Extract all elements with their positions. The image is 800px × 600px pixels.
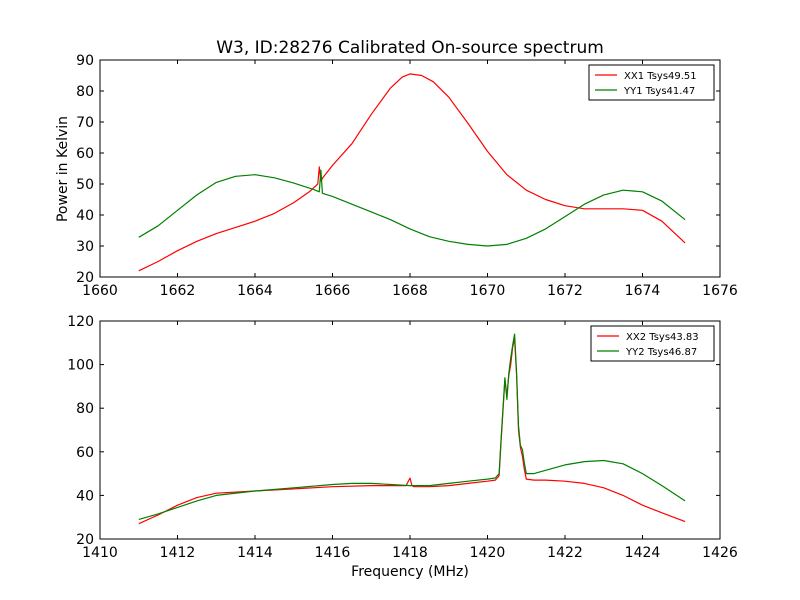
x-tick-label: 1670 bbox=[470, 283, 506, 299]
y-tick-label: 80 bbox=[76, 84, 94, 100]
y-tick-label: 60 bbox=[76, 146, 94, 162]
legend-label: YY2 Tsys46.87 bbox=[625, 347, 697, 358]
legend-label: XX2 Tsys43.83 bbox=[626, 332, 699, 343]
x-tick-label: 1410 bbox=[82, 545, 118, 561]
x-tick-label: 1426 bbox=[702, 545, 738, 561]
legend-box bbox=[588, 64, 715, 101]
x-tick-label: 1660 bbox=[82, 283, 118, 299]
y-tick-label: 60 bbox=[76, 445, 94, 461]
y-axis-label: Power in Kelvin bbox=[55, 116, 71, 222]
y-tick-label: 30 bbox=[76, 239, 94, 255]
y-tick-label: 50 bbox=[76, 177, 94, 193]
x-tick-label: 1418 bbox=[392, 545, 428, 561]
x-tick-label: 1668 bbox=[392, 283, 428, 299]
chart-title: W3, ID:28276 Calibrated On-source spectr… bbox=[216, 38, 604, 58]
bottom-panel: 1410 1412 1414 1416 1418 1420 1422 1424 1426 20 40… bbox=[67, 314, 738, 561]
x-tick-label: 1412 bbox=[160, 545, 196, 561]
y-tick-label: 40 bbox=[76, 208, 94, 224]
y-tick-label: 20 bbox=[76, 270, 94, 286]
y-tick-label: 70 bbox=[76, 115, 94, 131]
y-tick-label: 90 bbox=[76, 53, 94, 69]
x-tick-label: 1666 bbox=[315, 283, 351, 299]
legend: XX1 Tsys49.51 YY1 Tsys41.47 bbox=[588, 64, 715, 101]
y-tick-label: 80 bbox=[76, 401, 94, 417]
x-tick-label: 1422 bbox=[547, 545, 583, 561]
y-tick-label: 20 bbox=[76, 532, 94, 548]
x-tick-label: 1662 bbox=[160, 283, 196, 299]
legend-label: XX1 Tsys49.51 bbox=[624, 71, 697, 82]
y-tick-label: 120 bbox=[67, 314, 94, 330]
x-tick-label: 1672 bbox=[547, 283, 583, 299]
x-tick-label: 1416 bbox=[315, 545, 351, 561]
x-tick-label: 1424 bbox=[625, 545, 661, 561]
legend-box bbox=[590, 325, 715, 362]
series-line-1-1 bbox=[138, 73, 686, 272]
x-tick-label: 1420 bbox=[470, 545, 506, 561]
top-panel: 1660 1662 1664 1666 1668 1670 1672 1674 1676 20 30… bbox=[76, 53, 738, 299]
x-tick-label: 1676 bbox=[702, 283, 738, 299]
series-line-2-2 bbox=[138, 333, 686, 520]
x-tick-label: 1414 bbox=[237, 545, 273, 561]
series-line-1-2 bbox=[138, 169, 686, 247]
x-axis-label: Frequency (MHz) bbox=[351, 564, 469, 580]
legend-label: YY1 Tsys41.47 bbox=[623, 86, 695, 97]
legend: XX2 Tsys43.83 YY2 Tsys46.87 bbox=[590, 325, 715, 362]
y-tick-label: 40 bbox=[76, 488, 94, 504]
x-tick-label: 1674 bbox=[625, 283, 661, 299]
y-tick-label: 100 bbox=[67, 358, 94, 374]
x-tick-label: 1664 bbox=[237, 283, 273, 299]
